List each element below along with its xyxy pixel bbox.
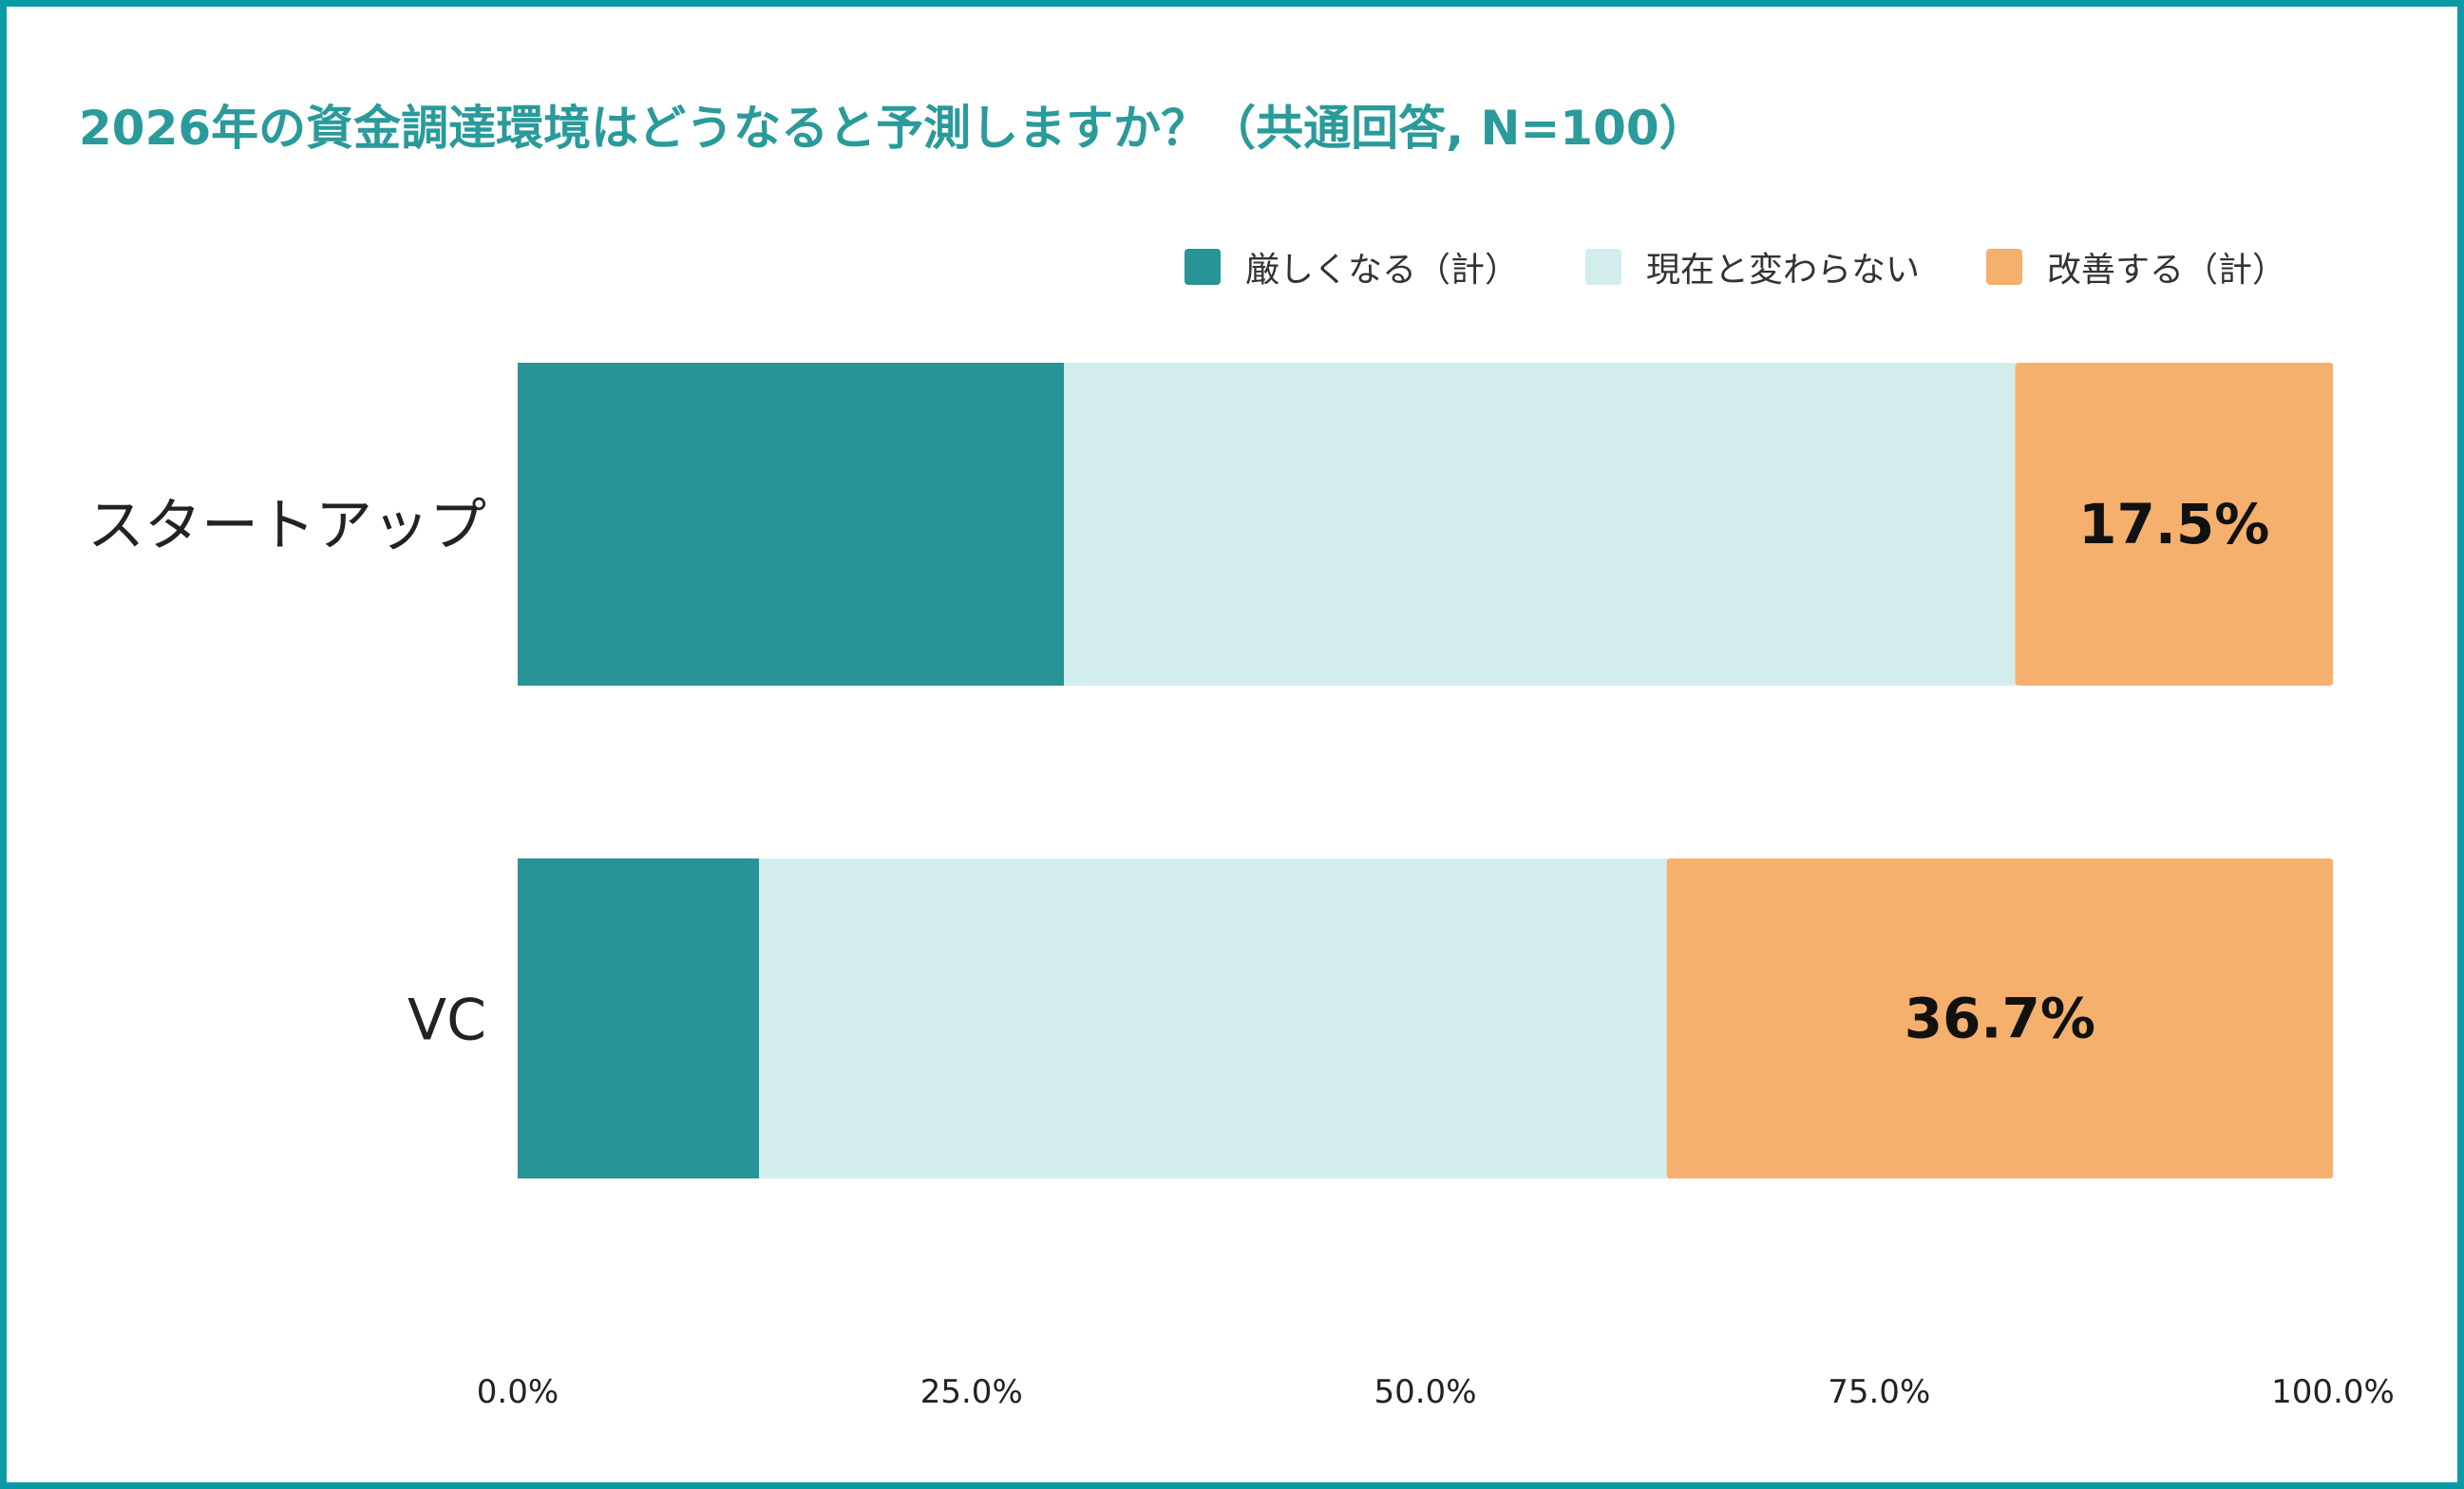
x-tick-label: 50.0% — [1374, 1373, 1476, 1411]
plot-area: 17.5% スタートアップ 36.7% VC 0.0% 25.0% 50.0% 75.0% 10… — [87, 363, 2395, 1411]
legend-label: 現在と変わらない — [1645, 251, 1920, 290]
chart-title: 2026年の資金調達環境はどうなると予測しますか？（共通回答, N=100） — [79, 101, 1707, 156]
legend-swatch — [1584, 249, 1621, 285]
x-tick-label: 0.0% — [477, 1373, 559, 1411]
bar-segment — [518, 363, 1065, 686]
legend-swatch — [1184, 249, 1221, 285]
legend-item: 厳しくなる（計） — [1184, 242, 1519, 292]
bar-segment — [1666, 858, 2333, 1178]
legend-item: 改善する（計） — [1985, 242, 2286, 292]
data-label: 36.7% — [1905, 987, 2095, 1051]
legend-item: 現在と変わらない — [1584, 242, 1920, 292]
bar-segment — [2015, 363, 2333, 686]
x-tick-label: 25.0% — [920, 1373, 1023, 1411]
data-label: 17.5% — [2078, 492, 2269, 556]
legend: 厳しくなる（計） 現在と変わらない 改善する（計） — [1184, 242, 2286, 292]
legend-label: 改善する（計） — [2046, 251, 2286, 290]
legend-swatch — [1985, 249, 2022, 285]
x-tick-label: 75.0% — [1828, 1373, 1930, 1411]
bar-segment — [759, 858, 1667, 1178]
category-label: VC — [408, 988, 486, 1054]
legend-label: 厳しくなる（計） — [1244, 251, 1519, 290]
category-label: スタートアップ — [87, 493, 486, 559]
bar-segment — [518, 858, 760, 1178]
x-tick-label: 100.0% — [2271, 1373, 2395, 1411]
bar-segment — [1064, 363, 2016, 686]
